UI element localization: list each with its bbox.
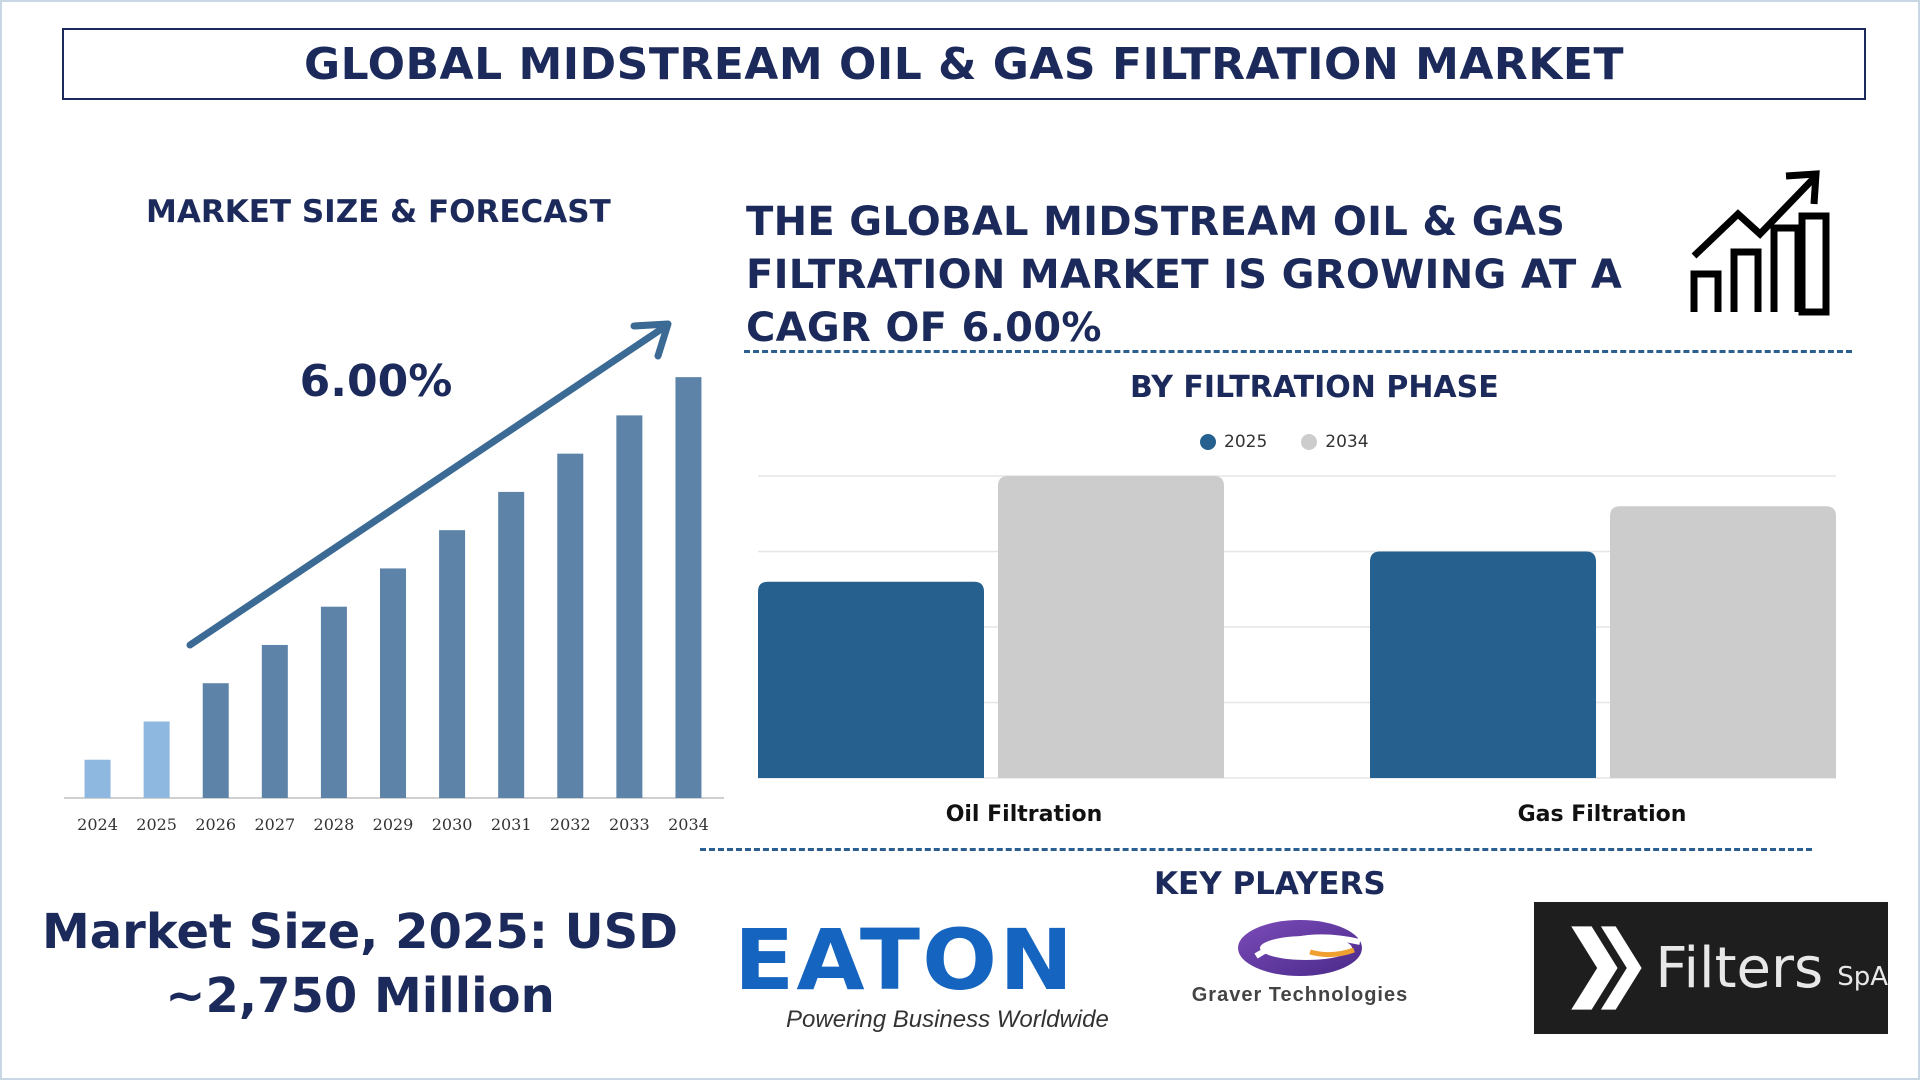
forecast-tick-2033: 2033 bbox=[609, 815, 650, 834]
graver-swoosh-icon bbox=[1238, 920, 1362, 976]
category-label-oil: Oil Filtration bbox=[945, 802, 1103, 827]
title-banner: GLOBAL MIDSTREAM OIL & GAS FILTRATION MA… bbox=[62, 28, 1866, 100]
graver-logo: Graver Technologies bbox=[1160, 918, 1440, 1007]
forecast-bar-2032 bbox=[557, 453, 584, 798]
page-title: GLOBAL MIDSTREAM OIL & GAS FILTRATION MA… bbox=[304, 38, 1624, 90]
forecast-tick-2034: 2034 bbox=[668, 815, 709, 834]
market-size-text: Market Size, 2025: USD ~2,750 Million bbox=[40, 900, 680, 1028]
forecast-bar-2026 bbox=[202, 683, 229, 798]
forecast-tick-2024: 2024 bbox=[77, 815, 118, 834]
icon-bar-1 bbox=[1690, 270, 1722, 312]
legend-label-2025: 2025 bbox=[1224, 432, 1268, 452]
divider-bottom bbox=[700, 848, 1812, 851]
forecast-tick-2028: 2028 bbox=[314, 815, 355, 834]
phase-bar-oil-filtration-2034 bbox=[998, 476, 1224, 778]
forecast-bar-2025 bbox=[143, 721, 170, 798]
forecast-bar-2027 bbox=[261, 644, 288, 798]
filters-logo: Filters SpA bbox=[1534, 902, 1888, 1034]
filters-chevron-icon bbox=[1571, 926, 1642, 1010]
forecast-tick-2032: 2032 bbox=[550, 815, 591, 834]
phase-legend: 2025 2034 bbox=[1200, 432, 1369, 452]
forecast-tick-2031: 2031 bbox=[491, 815, 532, 834]
forecast-growth-label: 6.00% bbox=[300, 356, 453, 407]
forecast-chart: 2024 2025 2026 2027 2028 2029 2030 2031 2032 2033… bbox=[64, 320, 724, 834]
forecast-bar-2034 bbox=[675, 377, 702, 798]
icon-bar-2 bbox=[1730, 248, 1762, 312]
trend-arrow-icon bbox=[1691, 175, 1817, 259]
filters-wordmark: Filters bbox=[1655, 935, 1824, 1001]
eaton-logo: EATON Powering Business Worldwide bbox=[734, 918, 1109, 1034]
forecast-tick-2029: 2029 bbox=[373, 815, 414, 834]
trend-arrow-head bbox=[630, 320, 672, 360]
eaton-tagline: Powering Business Worldwide bbox=[786, 1006, 1109, 1033]
filters-suffix: SpA bbox=[1837, 962, 1888, 992]
phase-bar-oil-filtration-2025 bbox=[758, 581, 984, 778]
forecast-heading: MARKET SIZE & FORECAST bbox=[146, 194, 611, 230]
phase-bar-gas-filtration-2034 bbox=[1610, 506, 1836, 778]
market-size-line2: ~2,750 Million bbox=[165, 968, 555, 1024]
legend-label-2034: 2034 bbox=[1325, 432, 1369, 452]
forecast-bar-2028 bbox=[320, 606, 347, 798]
forecast-bar-2024 bbox=[84, 759, 111, 798]
legend-item-2034: 2034 bbox=[1301, 432, 1369, 452]
growth-chart-icon bbox=[1690, 170, 1830, 316]
forecast-bar-2029 bbox=[380, 568, 406, 798]
phase-bar-gas-filtration-2025 bbox=[1370, 551, 1596, 778]
phase-heading: BY FILTRATION PHASE bbox=[1130, 370, 1499, 405]
forecast-tick-2030: 2030 bbox=[432, 815, 473, 834]
trend-arrow-line bbox=[186, 326, 664, 649]
key-players-heading: KEY PLAYERS bbox=[1154, 866, 1386, 902]
category-label-gas: Gas Filtration bbox=[1517, 802, 1687, 827]
forecast-tick-2027: 2027 bbox=[254, 815, 295, 834]
forecast-tick-2026: 2026 bbox=[195, 815, 236, 834]
forecast-bar-2031 bbox=[498, 491, 525, 798]
legend-item-2025: 2025 bbox=[1200, 432, 1267, 452]
legend-swatch-2025 bbox=[1200, 434, 1216, 450]
divider-top bbox=[744, 350, 1852, 353]
forecast-bar-2033 bbox=[616, 415, 643, 798]
market-size-line1: Market Size, 2025: USD bbox=[41, 904, 679, 960]
icon-bar-3 bbox=[1770, 224, 1802, 312]
forecast-tick-2025: 2025 bbox=[136, 815, 177, 834]
cagr-statement: THE GLOBAL MIDSTREAM OIL & GAS FILTRATIO… bbox=[746, 199, 1623, 351]
graver-name: Graver Technologies bbox=[1191, 984, 1409, 1006]
forecast-bar-2030 bbox=[439, 530, 466, 798]
phase-chart bbox=[758, 475, 1836, 779]
legend-swatch-2034 bbox=[1301, 434, 1318, 450]
eaton-wordmark: EATON bbox=[734, 911, 1076, 1009]
